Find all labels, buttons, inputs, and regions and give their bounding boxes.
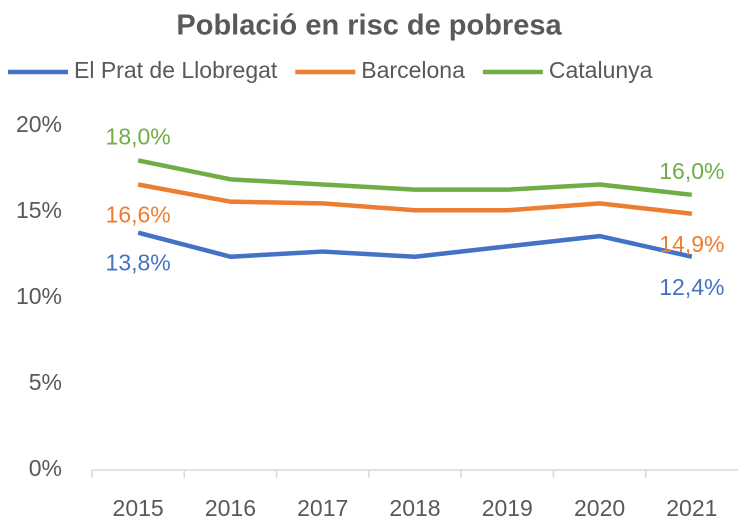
x-tick-label: 2019 [482,495,533,521]
series-line [137,182,693,216]
x-tick-label: 2016 [205,495,256,521]
x-tick-label: 2015 [113,495,164,521]
data-label: 16,0% [659,158,724,184]
x-tick-label: 2021 [666,495,717,521]
series-line [137,158,693,198]
legend-label: El Prat de Llobregat [74,57,278,83]
x-tick-label: 2018 [389,495,440,521]
data-label: 13,8% [106,250,171,276]
data-label: 18,0% [106,123,171,149]
y-tick-label: 20% [16,111,62,137]
data-label: 14,9% [659,231,724,257]
data-label: 12,4% [659,274,724,300]
legend-label: Barcelona [361,57,465,83]
y-tick-label: 0% [29,455,62,481]
x-tick-label: 2020 [574,495,625,521]
y-tick-label: 10% [16,283,62,309]
y-tick-label: 15% [16,197,62,223]
series-line [137,230,693,259]
y-tick-label: 5% [29,369,62,395]
legend-label: Catalunya [549,57,653,83]
chart-title: Població en risc de pobresa [176,10,562,42]
data-label: 16,6% [106,202,171,228]
x-tick-label: 2017 [297,495,348,521]
